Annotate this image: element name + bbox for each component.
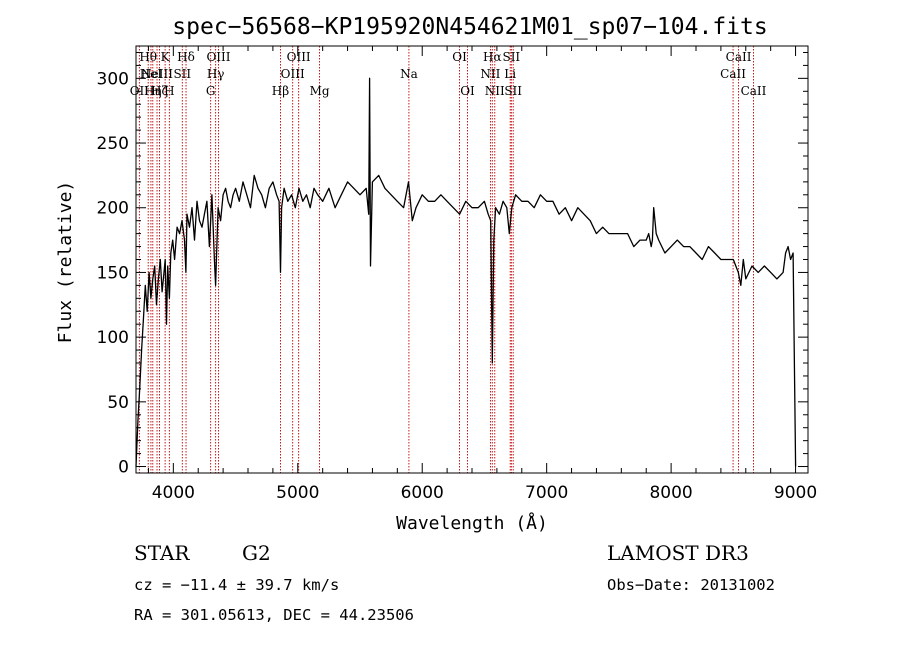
line-label: H — [164, 84, 174, 98]
y-tick-label: 200 — [97, 199, 129, 219]
y-tick-label: 150 — [97, 263, 129, 283]
line-label: NII — [485, 84, 505, 98]
x-tick-label: 8000 — [649, 483, 692, 503]
spectrum-series-line — [135, 77, 797, 467]
line-label: OIII — [206, 50, 230, 64]
line-label: SII — [504, 84, 522, 98]
line-label: Mg — [310, 84, 330, 98]
redshift-readout: cz = −11.4 ± 39.7 km/s — [134, 576, 339, 594]
x-tick-label: 7000 — [525, 483, 568, 503]
chart-title: spec−56568−KP195920N454621M01_sp07−104.f… — [172, 14, 767, 40]
line-label: Hβ — [272, 84, 289, 98]
axis-ticks — [136, 46, 808, 473]
line-label: OIII — [287, 50, 311, 64]
line-label: Hγ — [207, 67, 225, 81]
survey-name: LAMOST DR3 — [607, 541, 749, 565]
y-axis-label: Flux (relative) — [55, 181, 76, 344]
axis-tick-labels: 4000 5000 6000 7000 8000 9000 0 50 100 150 200 250 3… — [97, 69, 818, 503]
x-tick-label: 4000 — [152, 483, 195, 503]
line-label: OIII — [281, 67, 305, 81]
line-label: NeIII — [141, 67, 173, 81]
y-tick-label: 300 — [97, 69, 129, 89]
y-tick-label: 250 — [97, 134, 129, 154]
line-label: Hα — [483, 50, 502, 64]
object-subclass: G2 — [242, 541, 271, 565]
line-label: G — [206, 84, 216, 98]
line-label: Hζ — [151, 84, 168, 98]
line-label: SII — [502, 50, 520, 64]
line-label: Hθ — [139, 50, 157, 64]
x-tick-label: 6000 — [401, 483, 444, 503]
line-label: Li — [504, 67, 516, 81]
line-label: CaII — [720, 67, 746, 81]
y-tick-label: 100 — [97, 328, 129, 348]
line-label: Na — [400, 67, 418, 81]
spectral-line-labels: OIIHθHeIHηNeIIIHζKHSIIHδGHγOIIIHβOIIIOII… — [130, 50, 767, 98]
line-label: CaII — [726, 50, 752, 64]
line-label: CaII — [741, 84, 767, 98]
coordinates-readout: RA = 301.05613, DEC = 44.23506 — [134, 606, 414, 624]
spectral-line-markers — [138, 46, 754, 473]
line-label: SII — [173, 67, 191, 81]
line-label: Hδ — [177, 50, 195, 64]
object-class: STAR — [134, 541, 190, 565]
line-label: NII — [480, 67, 500, 81]
line-label: K — [161, 50, 171, 64]
observation-date: Obs−Date: 20131002 — [607, 576, 775, 594]
line-label: HeI — [140, 67, 163, 81]
y-tick-label: 50 — [107, 393, 129, 413]
line-label: Hη — [144, 84, 162, 98]
y-tick-label: 0 — [118, 458, 129, 478]
x-tick-label: 9000 — [774, 483, 817, 503]
line-label: OI — [452, 50, 467, 64]
x-tick-label: 5000 — [276, 483, 319, 503]
plot-frame — [135, 45, 809, 474]
x-axis-label: Wavelength (Å) — [396, 512, 548, 534]
line-label: OI — [460, 84, 475, 98]
